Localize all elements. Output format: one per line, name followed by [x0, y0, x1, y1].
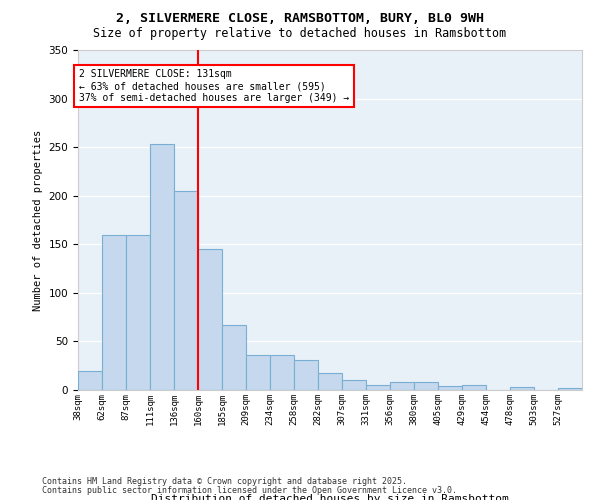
- Bar: [510, 387, 534, 390]
- Text: 2 SILVERMERE CLOSE: 131sqm
← 63% of detached houses are smaller (595)
37% of sem: 2 SILVERMERE CLOSE: 131sqm ← 63% of deta…: [79, 70, 349, 102]
- Bar: [414, 382, 438, 390]
- Bar: [366, 385, 390, 390]
- Bar: [438, 386, 462, 390]
- Bar: [318, 374, 342, 390]
- Bar: [246, 355, 270, 390]
- Text: Contains public sector information licensed under the Open Government Licence v3: Contains public sector information licen…: [42, 486, 457, 495]
- Bar: [174, 191, 198, 390]
- Text: 2, SILVERMERE CLOSE, RAMSBOTTOM, BURY, BL0 9WH: 2, SILVERMERE CLOSE, RAMSBOTTOM, BURY, B…: [116, 12, 484, 26]
- Bar: [198, 249, 222, 390]
- Bar: [222, 325, 246, 390]
- Bar: [150, 144, 174, 390]
- Bar: [126, 234, 150, 390]
- Bar: [102, 234, 126, 390]
- Bar: [390, 382, 414, 390]
- Text: Size of property relative to detached houses in Ramsbottom: Size of property relative to detached ho…: [94, 28, 506, 40]
- Bar: [294, 360, 318, 390]
- Bar: [558, 388, 582, 390]
- Text: Contains HM Land Registry data © Crown copyright and database right 2025.: Contains HM Land Registry data © Crown c…: [42, 477, 407, 486]
- X-axis label: Distribution of detached houses by size in Ramsbottom: Distribution of detached houses by size …: [151, 494, 509, 500]
- Bar: [342, 380, 366, 390]
- Y-axis label: Number of detached properties: Number of detached properties: [33, 130, 43, 310]
- Bar: [270, 355, 294, 390]
- Bar: [78, 370, 102, 390]
- Bar: [462, 385, 486, 390]
